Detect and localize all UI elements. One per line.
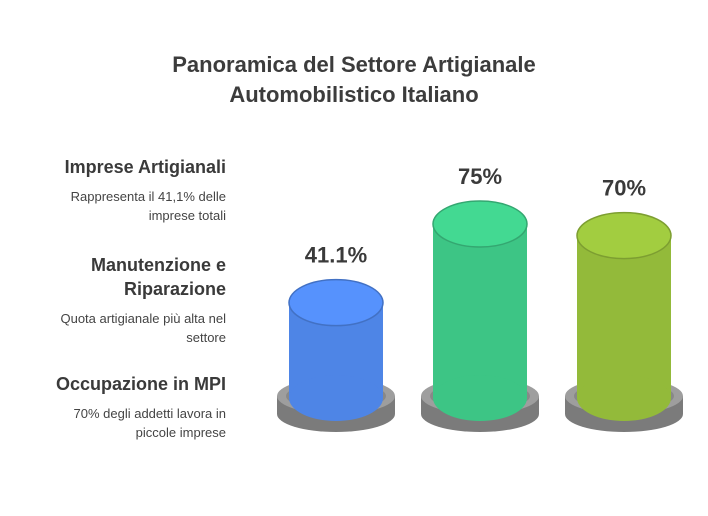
- legend-description: 70% degli addetti lavora in piccole impr…: [73, 406, 227, 440]
- legend-item-occupazione: Occupazione in MPI 70% degli addetti lav…: [56, 372, 226, 442]
- bar-bottom: [577, 375, 671, 421]
- bar-body: [577, 235, 671, 398]
- bar-top-rim: [432, 200, 528, 248]
- legend-item-manutenzione: Manutenzione e Riparazione Quota artigia…: [60, 253, 226, 347]
- bar-top: [289, 279, 383, 326]
- bar-bottom: [289, 375, 383, 421]
- bar-top-rim: [288, 278, 384, 327]
- bar-top-rim: [576, 211, 672, 260]
- chart-title: Panoramica del Settore Artigianale Autom…: [0, 50, 708, 110]
- legend-title: Manutenzione e Riparazione: [90, 255, 226, 299]
- value-label: 75%: [458, 164, 502, 189]
- legend-item-imprese: Imprese Artigianali Rappresenta il 41,1%…: [65, 155, 226, 225]
- value-label: 41.1%: [305, 243, 367, 268]
- bar-group: 41.1%: [277, 243, 395, 432]
- bar-top: [433, 201, 527, 247]
- bar-group: 75%: [421, 164, 539, 432]
- bar-group: 70%: [565, 176, 683, 432]
- value-label: 70%: [602, 176, 646, 201]
- bar-top: [577, 212, 671, 259]
- title-line-1: Panoramica del Settore Artigianale: [172, 52, 536, 77]
- legend-title: Occupazione in MPI: [55, 374, 226, 394]
- legend-title: Imprese Artigianali: [64, 157, 226, 177]
- bar-body: [433, 224, 527, 398]
- legend-description: Quota artigianale più alta nel settore: [60, 311, 226, 345]
- legend-description: Rappresenta il 41,1% delle imprese total…: [70, 189, 226, 223]
- title-line-2: Automobilistico Italiano: [229, 82, 479, 107]
- bar-bottom: [433, 375, 527, 421]
